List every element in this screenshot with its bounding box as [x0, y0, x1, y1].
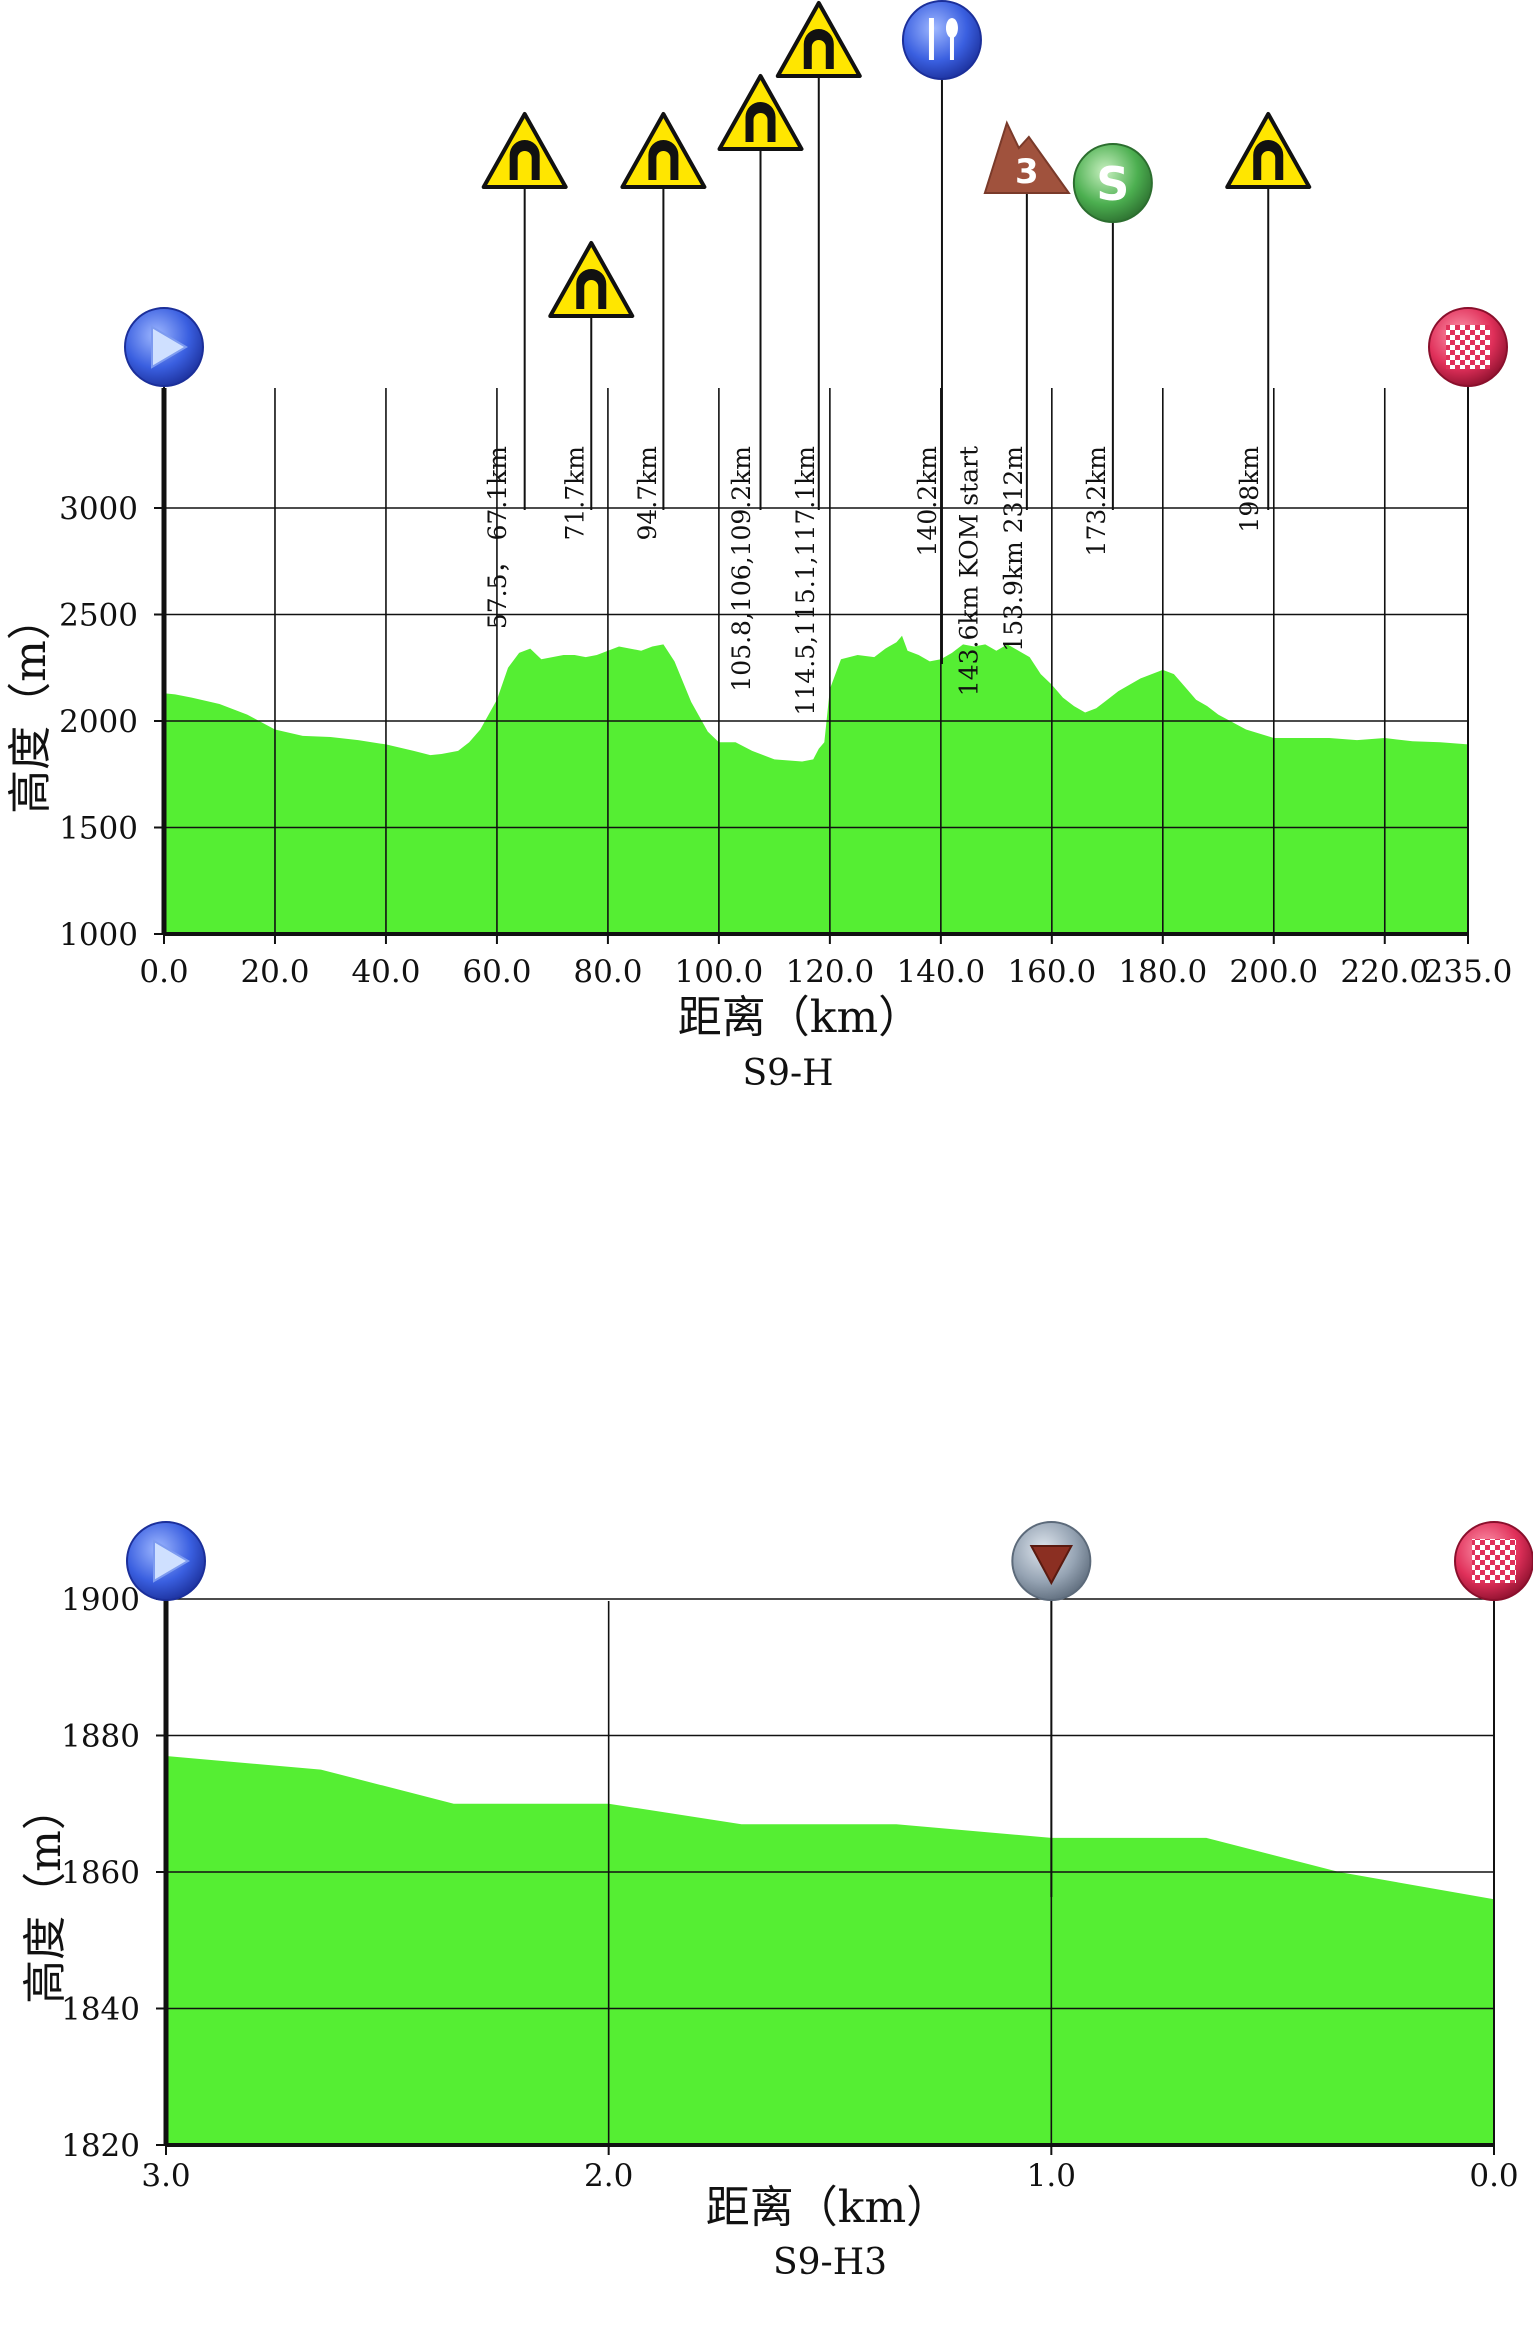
km-annotation-7: 153.9km 2312m	[999, 446, 1028, 652]
x-tick-label-0: 3.0	[141, 2158, 190, 2194]
x-tick-label-5: 100.0	[675, 954, 764, 990]
y-tick-label-3: 1880	[61, 1719, 140, 1755]
kom-category-3-icon-8: 3	[983, 120, 1071, 194]
finish-icon-flag	[1446, 325, 1490, 369]
x-axis-title-final: 距离（km）	[706, 2182, 950, 2233]
finish-icon-flag	[1472, 1539, 1516, 1583]
tunnel-icon-4	[620, 112, 707, 189]
elevation-area	[164, 635, 1468, 934]
x-tick-label-9: 180.0	[1118, 954, 1207, 990]
last-km-icon-triangle	[1029, 1545, 1074, 1586]
y-tick-label-4: 3000	[59, 491, 138, 527]
y-tick-label-2: 2000	[59, 704, 138, 740]
main-stage-profile-chart: 1000 1500 2000 2500 3000 0.0 20.0 40.0 60.0 80.0 1…	[59, 0, 1513, 990]
kom-icon-mountain	[983, 120, 1071, 194]
y-axis-title-final: 高度（m）	[20, 1786, 71, 2004]
x-tick-label-11: 220.0	[1340, 954, 1429, 990]
start-icon-arrow	[151, 325, 188, 369]
tunnel-icon-opening	[753, 113, 768, 142]
tunnel-icon-opening	[811, 40, 826, 69]
feed-zone-icon-spoon-handle	[949, 36, 954, 60]
x-tick-label-4: 80.0	[573, 954, 642, 990]
y-tick-label-3: 2500	[59, 598, 138, 634]
y-tick-label-0: 1820	[61, 2128, 140, 2164]
y-tick-label-2: 1860	[61, 1855, 140, 1891]
tunnel-icon-5	[717, 74, 804, 151]
km-annotation-2: 94.7km	[633, 446, 662, 541]
x-tick-label-3: 60.0	[462, 954, 531, 990]
start-icon-arrow	[153, 1539, 190, 1583]
feed-zone-icon-7	[901, 0, 982, 80]
tunnel-icon-3	[548, 241, 635, 318]
start-icon-0	[126, 1521, 206, 1601]
finish-icon-2	[1454, 1521, 1533, 1601]
feed-zone-icon-disc	[901, 0, 982, 80]
x-tick-label-0: 0.0	[139, 954, 188, 990]
x-tick-label-2: 1.0	[1027, 2158, 1076, 2194]
km-annotation-8: 173.2km	[1082, 446, 1111, 557]
km-annotation-9: 198km	[1235, 446, 1264, 533]
x-tick-label-10: 200.0	[1229, 954, 1318, 990]
tunnel-icon-opening	[517, 151, 532, 180]
y-tick-label-1: 1500	[59, 811, 138, 847]
tunnel-icon-10	[1225, 112, 1312, 189]
chart-title-final: S9-H3	[773, 2242, 887, 2283]
tunnel-icon-6	[775, 1, 862, 78]
km-annotation-4: 114.5,115.1,117.1km	[791, 446, 820, 716]
finish-icon-1	[1428, 307, 1508, 387]
x-tick-label-3: 0.0	[1469, 2158, 1518, 2194]
last-km-icon-1	[1011, 1521, 1092, 1601]
x-tick-label-2: 40.0	[351, 954, 420, 990]
y-axis-title-main: 高度（m）	[5, 596, 56, 814]
feed-zone-icon-fork	[928, 18, 934, 60]
tunnel-icon-opening	[584, 280, 599, 309]
x-tick-label-8: 160.0	[1007, 954, 1096, 990]
tunnel-icon-opening	[656, 151, 671, 180]
y-tick-label-4: 1900	[61, 1582, 140, 1618]
tunnel-icon-2	[481, 112, 568, 189]
sprint-icon-letter: S	[1096, 157, 1129, 211]
chart-title-main: S9-H	[742, 1053, 833, 1094]
start-icon-0	[124, 307, 204, 387]
feed-zone-icon-spoon-bowl	[945, 18, 958, 38]
km-annotation-6: 143.6km KOM start	[955, 446, 984, 696]
sprint-icon-disc	[1072, 143, 1153, 223]
x-tick-label-1: 20.0	[240, 954, 309, 990]
x-tick-label-6: 120.0	[785, 954, 874, 990]
km-annotation-1: 71.7km	[561, 446, 590, 541]
y-tick-label-1: 1840	[61, 1992, 140, 2028]
final-3km-profile-chart: 1820 1840 1860 1880 1900 3.0 2.0 1.0 0.0	[61, 1521, 1533, 2194]
sprint-icon-9: S	[1072, 143, 1153, 223]
km-annotation-3: 105.8,106,109.2km	[727, 446, 756, 692]
km-annotation-0: 57.5， 67.1km	[483, 446, 512, 629]
x-tick-label-7: 140.0	[896, 954, 985, 990]
x-tick-label-12: 235.0	[1424, 954, 1513, 990]
kom-icon-category: 3	[1015, 152, 1039, 192]
km-annotation-5: 140.2km	[913, 446, 942, 557]
elevation-area	[166, 1755, 1494, 2145]
x-axis-title-main: 距离（km）	[678, 992, 922, 1043]
tunnel-icon-opening	[1261, 151, 1276, 180]
x-tick-label-1: 2.0	[584, 2158, 633, 2194]
y-tick-label-0: 1000	[59, 917, 138, 953]
